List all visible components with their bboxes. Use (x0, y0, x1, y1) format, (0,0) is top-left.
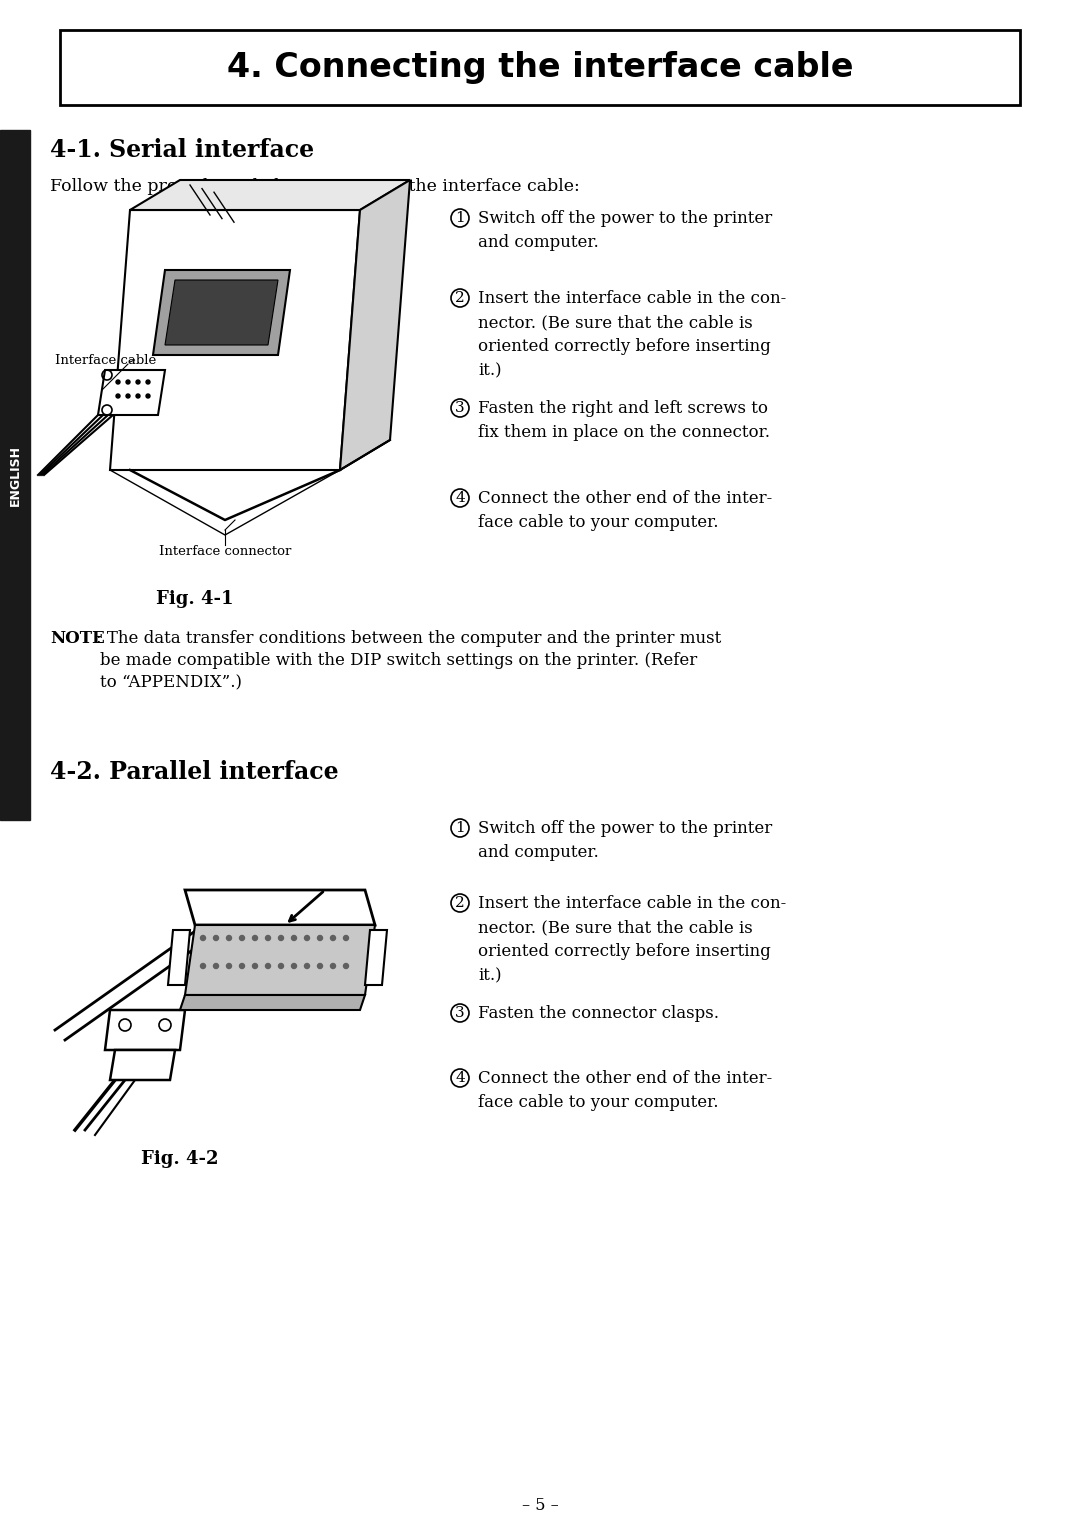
Circle shape (214, 935, 218, 941)
Circle shape (136, 380, 140, 383)
Bar (0, 130, 30, 820)
Circle shape (292, 964, 297, 969)
Text: Switch off the power to the printer
and computer.: Switch off the power to the printer and … (478, 210, 772, 251)
Circle shape (227, 964, 231, 969)
Text: 3: 3 (455, 1006, 464, 1019)
Circle shape (136, 394, 140, 399)
Circle shape (330, 935, 336, 941)
Circle shape (330, 964, 336, 969)
Circle shape (253, 935, 257, 941)
Circle shape (266, 964, 270, 969)
Circle shape (305, 935, 310, 941)
Text: 4: 4 (455, 491, 464, 504)
Polygon shape (185, 891, 375, 924)
Circle shape (126, 394, 130, 399)
Text: to “APPENDIX”.): to “APPENDIX”.) (100, 675, 242, 691)
Text: – 5 –: – 5 – (522, 1496, 558, 1513)
Circle shape (279, 964, 283, 969)
Polygon shape (98, 369, 165, 415)
Circle shape (305, 964, 310, 969)
Circle shape (201, 964, 205, 969)
Text: Insert the interface cable in the con-
nector. (Be sure that the cable is
orient: Insert the interface cable in the con- n… (478, 290, 786, 380)
Circle shape (343, 935, 349, 941)
Text: ENGLISH: ENGLISH (9, 445, 22, 506)
Circle shape (318, 935, 323, 941)
Text: be made compatible with the DIP switch settings on the printer. (Refer: be made compatible with the DIP switch s… (100, 652, 698, 668)
Bar (60, 31, 1020, 104)
Circle shape (343, 964, 349, 969)
Text: 4-2. Parallel interface: 4-2. Parallel interface (50, 760, 339, 783)
Circle shape (116, 380, 120, 383)
Circle shape (227, 935, 231, 941)
Circle shape (279, 935, 283, 941)
Polygon shape (340, 179, 410, 471)
Polygon shape (168, 931, 190, 986)
Polygon shape (185, 924, 375, 995)
Text: Interface connector: Interface connector (159, 546, 292, 558)
Text: Switch off the power to the printer
and computer.: Switch off the power to the printer and … (478, 820, 772, 862)
Text: : The data transfer conditions between the computer and the printer must: : The data transfer conditions between t… (96, 630, 721, 647)
Text: 2: 2 (455, 895, 464, 911)
Circle shape (116, 394, 120, 399)
Circle shape (126, 380, 130, 383)
Circle shape (146, 380, 150, 383)
Circle shape (146, 394, 150, 399)
Circle shape (201, 935, 205, 941)
Text: Fasten the right and left screws to
fix them in place on the connector.: Fasten the right and left screws to fix … (478, 400, 770, 442)
Circle shape (318, 964, 323, 969)
Text: 2: 2 (455, 291, 464, 305)
Text: Fasten the connector clasps.: Fasten the connector clasps. (478, 1006, 719, 1023)
Text: Follow the procedures below to connect the interface cable:: Follow the procedures below to connect t… (50, 178, 580, 195)
Circle shape (240, 964, 244, 969)
Text: Connect the other end of the inter-
face cable to your computer.: Connect the other end of the inter- face… (478, 491, 772, 530)
Circle shape (253, 964, 257, 969)
Polygon shape (165, 281, 278, 345)
Text: NOTE: NOTE (50, 630, 105, 647)
Text: Fig. 4-1: Fig. 4-1 (157, 590, 233, 609)
Circle shape (292, 935, 297, 941)
Polygon shape (180, 995, 365, 1010)
Polygon shape (110, 210, 360, 471)
Circle shape (240, 935, 244, 941)
Text: Interface cable: Interface cable (55, 354, 157, 366)
Text: 1: 1 (455, 822, 464, 835)
Polygon shape (110, 1050, 175, 1081)
Text: 4. Connecting the interface cable: 4. Connecting the interface cable (227, 51, 853, 84)
Text: 1: 1 (455, 212, 464, 225)
Polygon shape (105, 1010, 185, 1050)
Circle shape (266, 935, 270, 941)
Polygon shape (130, 179, 410, 210)
Polygon shape (153, 270, 291, 356)
Text: 3: 3 (455, 402, 464, 415)
Text: 4-1. Serial interface: 4-1. Serial interface (50, 138, 314, 162)
Circle shape (214, 964, 218, 969)
Text: Fig. 4-2: Fig. 4-2 (141, 1150, 219, 1168)
Text: Insert the interface cable in the con-
nector. (Be sure that the cable is
orient: Insert the interface cable in the con- n… (478, 895, 786, 984)
Text: 4: 4 (455, 1072, 464, 1085)
Text: Connect the other end of the inter-
face cable to your computer.: Connect the other end of the inter- face… (478, 1070, 772, 1111)
Polygon shape (365, 931, 387, 986)
